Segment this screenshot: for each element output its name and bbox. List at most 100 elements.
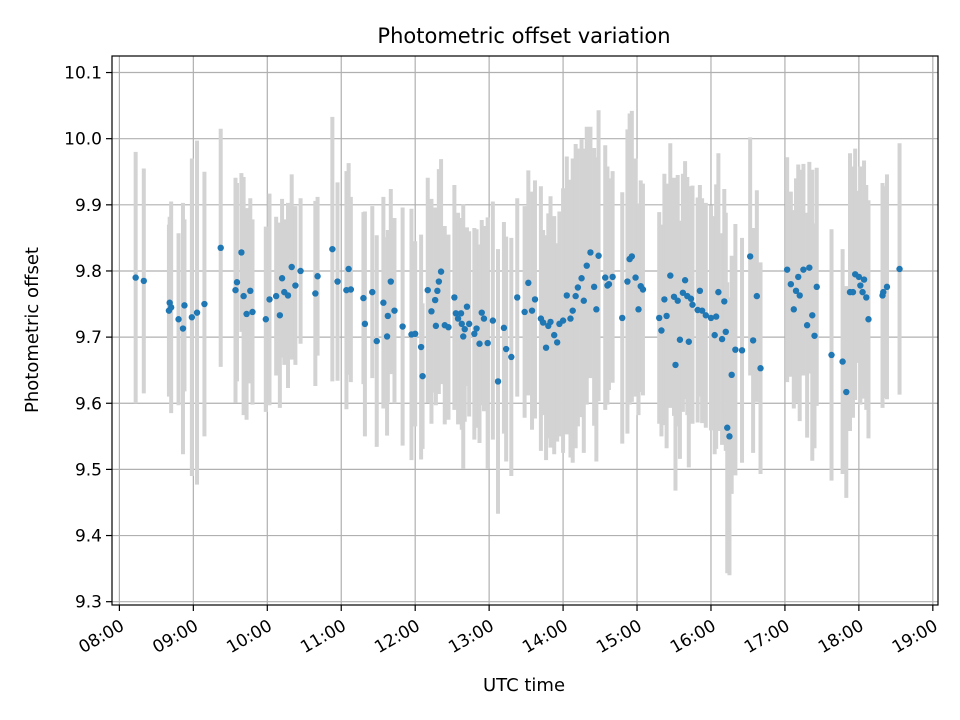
data-point <box>528 307 536 314</box>
data-point <box>232 286 239 294</box>
y-axis-title: Photometric offset <box>22 247 43 413</box>
data-point <box>663 312 670 320</box>
data-point <box>266 296 273 303</box>
data-point <box>361 320 369 328</box>
data-point <box>857 282 864 289</box>
data-point <box>297 267 304 275</box>
data-point <box>800 266 807 273</box>
data-point <box>595 252 602 259</box>
data-point <box>458 320 465 328</box>
data-point <box>278 275 286 282</box>
data-point <box>602 274 609 281</box>
data-point <box>262 316 270 323</box>
y-tick-label: 9.8 <box>75 262 102 282</box>
data-point <box>276 312 284 319</box>
data-point <box>551 331 558 339</box>
data-point <box>722 328 729 336</box>
data-point <box>380 299 387 306</box>
data-point <box>619 314 626 322</box>
data-point <box>500 324 508 332</box>
x-tick-label: 11:00 <box>297 616 349 658</box>
data-point <box>749 337 757 344</box>
data-point <box>188 314 196 321</box>
data-point <box>632 274 639 281</box>
data-point <box>792 287 800 295</box>
data-point <box>702 312 710 319</box>
data-point <box>451 294 458 301</box>
data-point <box>732 346 739 353</box>
data-point <box>753 292 761 300</box>
data-point <box>508 353 515 361</box>
data-point <box>790 306 798 313</box>
data-point <box>465 320 473 328</box>
x-tick-label: 14:00 <box>519 616 571 658</box>
data-point <box>783 266 791 273</box>
data-point <box>460 333 467 340</box>
data-point <box>314 273 321 280</box>
data-point <box>419 372 426 380</box>
data-point <box>476 340 483 347</box>
data-point <box>795 273 802 281</box>
x-tick-label: 13:00 <box>445 616 497 658</box>
data-point <box>478 309 485 316</box>
data-point <box>803 322 811 329</box>
data-point <box>383 333 391 340</box>
data-point <box>712 313 720 320</box>
y-tick-label: 9.5 <box>75 460 102 480</box>
data-point <box>828 351 835 359</box>
data-point <box>193 309 201 316</box>
data-point <box>667 272 674 279</box>
data-point <box>578 275 585 282</box>
data-point <box>463 303 471 310</box>
data-point <box>860 276 868 283</box>
data-point <box>672 361 679 369</box>
data-point <box>288 263 295 271</box>
data-point <box>243 310 250 318</box>
data-point <box>494 378 502 385</box>
data-point <box>658 327 665 334</box>
data-point <box>593 306 600 313</box>
x-tick-label: 16:00 <box>667 616 719 658</box>
y-tick-label: 9.3 <box>75 593 102 613</box>
data-point <box>347 286 355 293</box>
data-point <box>563 292 570 299</box>
data-point <box>384 312 392 320</box>
data-point <box>387 278 394 285</box>
x-axis-title: UTC time <box>483 675 565 696</box>
data-point <box>233 279 241 286</box>
data-point <box>140 277 147 285</box>
data-point <box>628 253 636 260</box>
data-point <box>580 297 587 304</box>
data-point <box>707 314 715 322</box>
x-tick-label: 18:00 <box>815 616 867 658</box>
data-point <box>809 312 816 319</box>
y-tick-label: 10.1 <box>64 64 102 84</box>
data-point <box>179 325 187 332</box>
data-point <box>461 325 468 333</box>
data-point <box>417 343 425 351</box>
data-point <box>360 294 367 302</box>
data-point <box>175 316 182 323</box>
y-tick-label: 9.6 <box>75 394 102 414</box>
x-tick-label: 09:00 <box>149 616 201 658</box>
data-point <box>431 296 439 304</box>
data-point <box>292 282 299 289</box>
data-point <box>681 277 689 284</box>
data-point <box>240 292 247 300</box>
data-point <box>434 287 441 295</box>
data-point <box>521 308 528 316</box>
data-point <box>334 278 341 285</box>
data-point <box>609 273 616 281</box>
data-point <box>424 286 431 294</box>
data-point <box>432 322 440 330</box>
data-point <box>674 297 681 304</box>
data-point <box>329 245 336 253</box>
data-point <box>738 347 746 354</box>
data-point <box>839 358 846 365</box>
data-point <box>859 288 866 296</box>
data-point <box>569 307 576 314</box>
data-point <box>539 319 547 326</box>
data-point <box>457 310 465 317</box>
x-tick-label: 17:00 <box>741 616 793 658</box>
data-point <box>247 287 254 295</box>
